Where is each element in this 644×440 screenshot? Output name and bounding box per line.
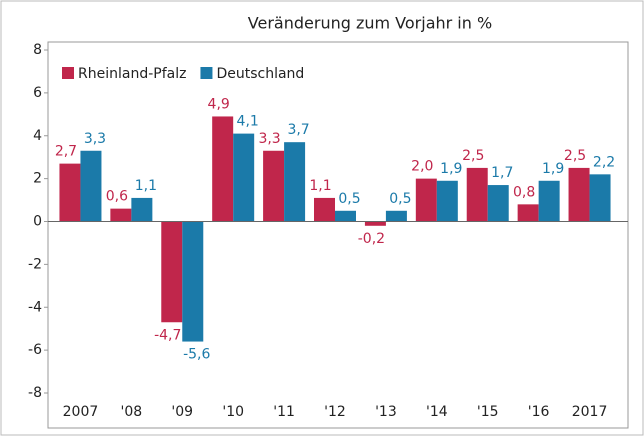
bar (436, 180, 458, 222)
data-label: 1,7 (491, 165, 513, 181)
bar (59, 163, 81, 222)
y-tick-label: 6 (33, 85, 42, 101)
bar (335, 210, 356, 222)
bar (182, 221, 204, 342)
data-label: 1,9 (542, 161, 564, 177)
x-tick-label: 2007 (63, 404, 99, 420)
bar (161, 221, 183, 323)
y-tick-label: -4 (28, 299, 42, 315)
data-label: 1,1 (309, 178, 331, 194)
y-tick-label: 0 (33, 214, 42, 230)
data-label: 0,5 (338, 191, 360, 207)
x-tick-label: '11 (273, 404, 295, 420)
data-label: 3,3 (258, 131, 280, 147)
bar (364, 221, 386, 226)
data-label: 2,0 (411, 159, 433, 175)
x-tick-label: '14 (426, 404, 448, 420)
x-tick-label: '10 (222, 404, 244, 420)
x-tick-label: '08 (121, 404, 143, 420)
x-tick-label: '13 (375, 404, 397, 420)
y-tick-label: -8 (28, 385, 42, 401)
data-label: 0,5 (389, 191, 411, 207)
plot-area (47, 41, 629, 429)
bar (568, 167, 590, 222)
chart-title: Veränderung zum Vorjahr in % (248, 14, 492, 33)
legend-label: Deutschland (216, 66, 304, 82)
data-label: 2,2 (593, 154, 615, 170)
bar (233, 133, 255, 222)
data-label: 3,7 (287, 122, 309, 138)
bar (466, 167, 488, 222)
x-tick-label: 2017 (572, 404, 608, 420)
data-label: 4,1 (237, 114, 259, 130)
legend-swatch (200, 67, 213, 79)
data-label: 0,6 (106, 189, 128, 205)
x-tick-label: '15 (477, 404, 499, 420)
data-label: -4,7 (154, 327, 181, 343)
x-tick-label: '16 (528, 404, 550, 420)
data-label: 2,5 (564, 148, 586, 164)
bar (80, 150, 102, 222)
x-tick-label: '12 (324, 404, 346, 420)
data-label: 2,5 (462, 148, 484, 164)
bar (517, 204, 539, 222)
y-tick-label: 8 (33, 42, 42, 58)
bar (263, 150, 285, 222)
data-label: 0,8 (513, 184, 535, 200)
y-tick-label: 4 (33, 128, 42, 144)
bar (110, 208, 132, 222)
x-tick-label: '09 (171, 404, 193, 420)
y-tick-label: -6 (28, 342, 42, 358)
y-tick-label: 2 (33, 171, 42, 187)
data-label: 1,9 (440, 161, 462, 177)
bar (538, 180, 560, 222)
data-label: 2,7 (55, 144, 77, 160)
legend-swatch (62, 67, 74, 79)
bar (487, 185, 509, 222)
legend-label: Rheinland-Pfalz (78, 66, 186, 82)
bar (589, 174, 611, 222)
data-label: 4,9 (208, 96, 230, 112)
bar (284, 142, 306, 222)
bar (314, 197, 335, 222)
bar (131, 197, 153, 222)
bar (415, 178, 437, 222)
data-label: 1,1 (135, 178, 157, 194)
data-label: -0,2 (358, 231, 385, 247)
bar (385, 210, 407, 222)
y-tick-label: -2 (28, 256, 42, 272)
data-label: 3,3 (84, 131, 106, 147)
bar (212, 116, 234, 222)
data-label: -5,6 (183, 347, 210, 363)
